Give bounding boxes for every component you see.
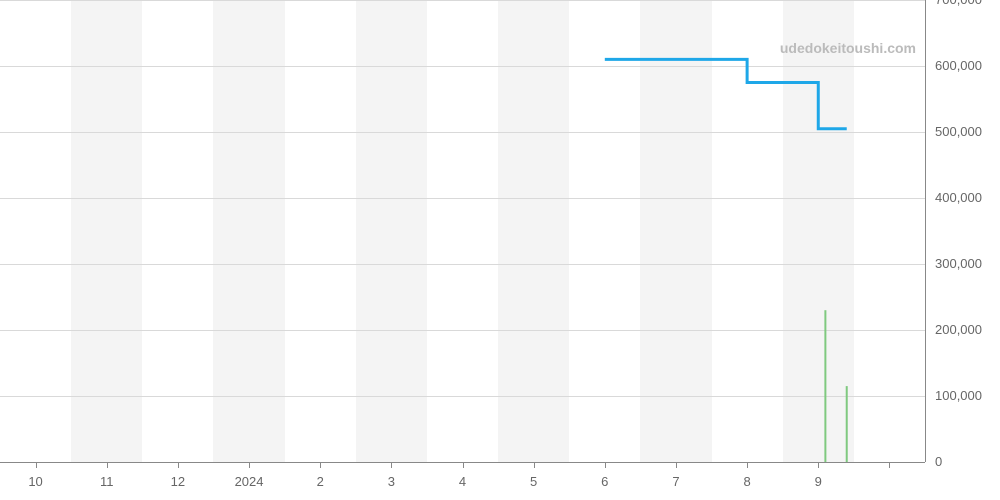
x-tick [534,462,535,468]
x-axis-label: 8 [743,474,750,489]
y-axis-label: 400,000 [935,190,982,205]
x-axis-label: 6 [601,474,608,489]
x-axis-label: 4 [459,474,466,489]
x-axis-label: 2024 [235,474,264,489]
price-chart: 0 100,000 200,000 300,000 400,000 500,000 600,… [0,0,1000,500]
y-axis-label: 100,000 [935,388,982,403]
x-axis-label: 10 [28,474,42,489]
x-tick [249,462,250,468]
x-tick [747,462,748,468]
price-line [605,59,847,128]
y-axis-label: 500,000 [935,124,982,139]
x-tick [320,462,321,468]
x-tick [818,462,819,468]
x-axis-label: 7 [672,474,679,489]
x-tick [676,462,677,468]
y-axis-label: 600,000 [935,58,982,73]
plot-area [0,0,925,462]
x-tick [107,462,108,468]
y-axis-label: 0 [935,454,942,469]
x-axis-label: 5 [530,474,537,489]
x-axis-label: 9 [815,474,822,489]
y-axis-label: 300,000 [935,256,982,271]
x-tick [605,462,606,468]
x-tick [178,462,179,468]
y-axis-label: 700,000 [935,0,982,7]
x-tick [463,462,464,468]
x-tick [36,462,37,468]
x-tick [391,462,392,468]
y-axis-label: 200,000 [935,322,982,337]
volume-bar [824,310,826,462]
x-axis-label: 11 [100,474,114,489]
x-axis-label: 12 [171,474,185,489]
volume-bar [846,386,848,462]
chart-svg [0,0,925,462]
y-axis-line [925,0,926,462]
watermark-text: udedokeitoushi.com [780,40,916,56]
x-axis-label: 2 [317,474,324,489]
x-tick [889,462,890,468]
x-axis-label: 3 [388,474,395,489]
